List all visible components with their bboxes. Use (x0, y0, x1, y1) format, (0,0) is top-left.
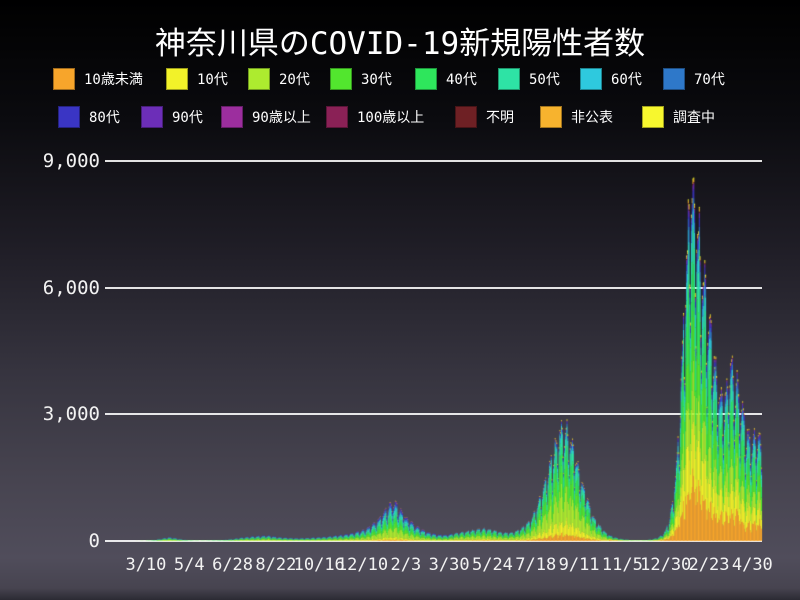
legend-label: 70代 (694, 71, 725, 88)
chart-title: 神奈川県のCOVID-19新規陽性者数 (154, 26, 646, 62)
legend-swatch (221, 105, 243, 128)
legend-label: 10代 (197, 71, 228, 88)
legend-swatch (580, 67, 602, 90)
x-tick-label: 2/23 (688, 555, 730, 575)
legend-row-1: 10歳未満 10代 20代 30代 40代 50代 60代 70代 (0, 67, 800, 91)
legend-swatch (642, 105, 664, 128)
x-tick-label: 2/3 (390, 555, 422, 575)
x-tick-label: 11/5 (601, 555, 643, 575)
legend-item: 90歳以上 (221, 105, 311, 128)
x-tick-label: 9/11 (558, 555, 600, 575)
legend-item: 20代 (248, 67, 310, 90)
legend-swatch (330, 67, 352, 90)
legend-swatch (455, 105, 477, 128)
legend-label: 40代 (446, 71, 477, 88)
legend-label: 50代 (529, 71, 560, 88)
x-tick-label: 6/28 (212, 555, 254, 575)
y-tick-label: 6,000 (42, 276, 100, 299)
legend-item: 40代 (415, 67, 477, 90)
legend-item: 80代 (58, 105, 120, 128)
x-tick-label: 7/18 (515, 555, 557, 575)
legend-label: 20代 (279, 71, 310, 88)
legend-swatch (498, 67, 520, 90)
legend-item: 70代 (663, 67, 725, 90)
x-tick-label: 12/30 (640, 555, 692, 575)
x-tick-label: 4/30 (731, 555, 773, 575)
legend-swatch (248, 67, 270, 90)
legend-item: 不明 (455, 105, 514, 128)
legend-item: 10歳未満 (53, 67, 143, 90)
legend-label: 30代 (361, 71, 392, 88)
legend-item: 100歳以上 (326, 105, 424, 128)
legend-label: 100歳以上 (357, 109, 425, 126)
legend-label: 90代 (172, 109, 203, 126)
legend-label: 80代 (89, 109, 120, 126)
legend-swatch (663, 67, 685, 90)
x-tick-label: 8/22 (255, 555, 297, 575)
legend-swatch (53, 67, 75, 90)
legend-item: 30代 (330, 67, 392, 90)
legend-swatch (415, 67, 437, 90)
legend-item: 10代 (166, 67, 228, 90)
chart-plot (104, 150, 764, 544)
legend-swatch (141, 105, 163, 128)
legend-row-2: 80代 90代 90歳以上 100歳以上 不明 非公表 調査中 (0, 105, 800, 129)
legend-label: 60代 (611, 71, 642, 88)
legend-label: 10歳未満 (84, 71, 143, 88)
y-tick-label: 0 (88, 530, 100, 552)
x-tick-label: 10/16 (293, 555, 345, 575)
legend-label: 90歳以上 (252, 109, 311, 126)
legend-item: 50代 (498, 67, 560, 90)
legend-item: 調査中 (642, 105, 715, 128)
x-tick-label: 3/30 (428, 555, 470, 575)
legend-item: 60代 (580, 67, 642, 90)
x-tick-label: 3/10 (125, 555, 167, 575)
legend-label: 調査中 (673, 109, 715, 126)
legend-label: 非公表 (571, 109, 613, 126)
legend-swatch (540, 105, 562, 128)
legend-label: 不明 (486, 109, 514, 126)
legend-item: 非公表 (540, 105, 613, 128)
x-tick-label: 5/24 (471, 555, 513, 575)
legend-swatch (58, 105, 80, 128)
y-tick-label: 3,000 (42, 403, 100, 426)
legend-item: 90代 (141, 105, 203, 128)
x-tick-label: 12/10 (336, 555, 389, 575)
y-tick-label: 9,000 (42, 150, 100, 172)
x-tick-label: 5/4 (173, 555, 205, 575)
legend-swatch (326, 105, 348, 128)
legend-swatch (166, 67, 188, 90)
